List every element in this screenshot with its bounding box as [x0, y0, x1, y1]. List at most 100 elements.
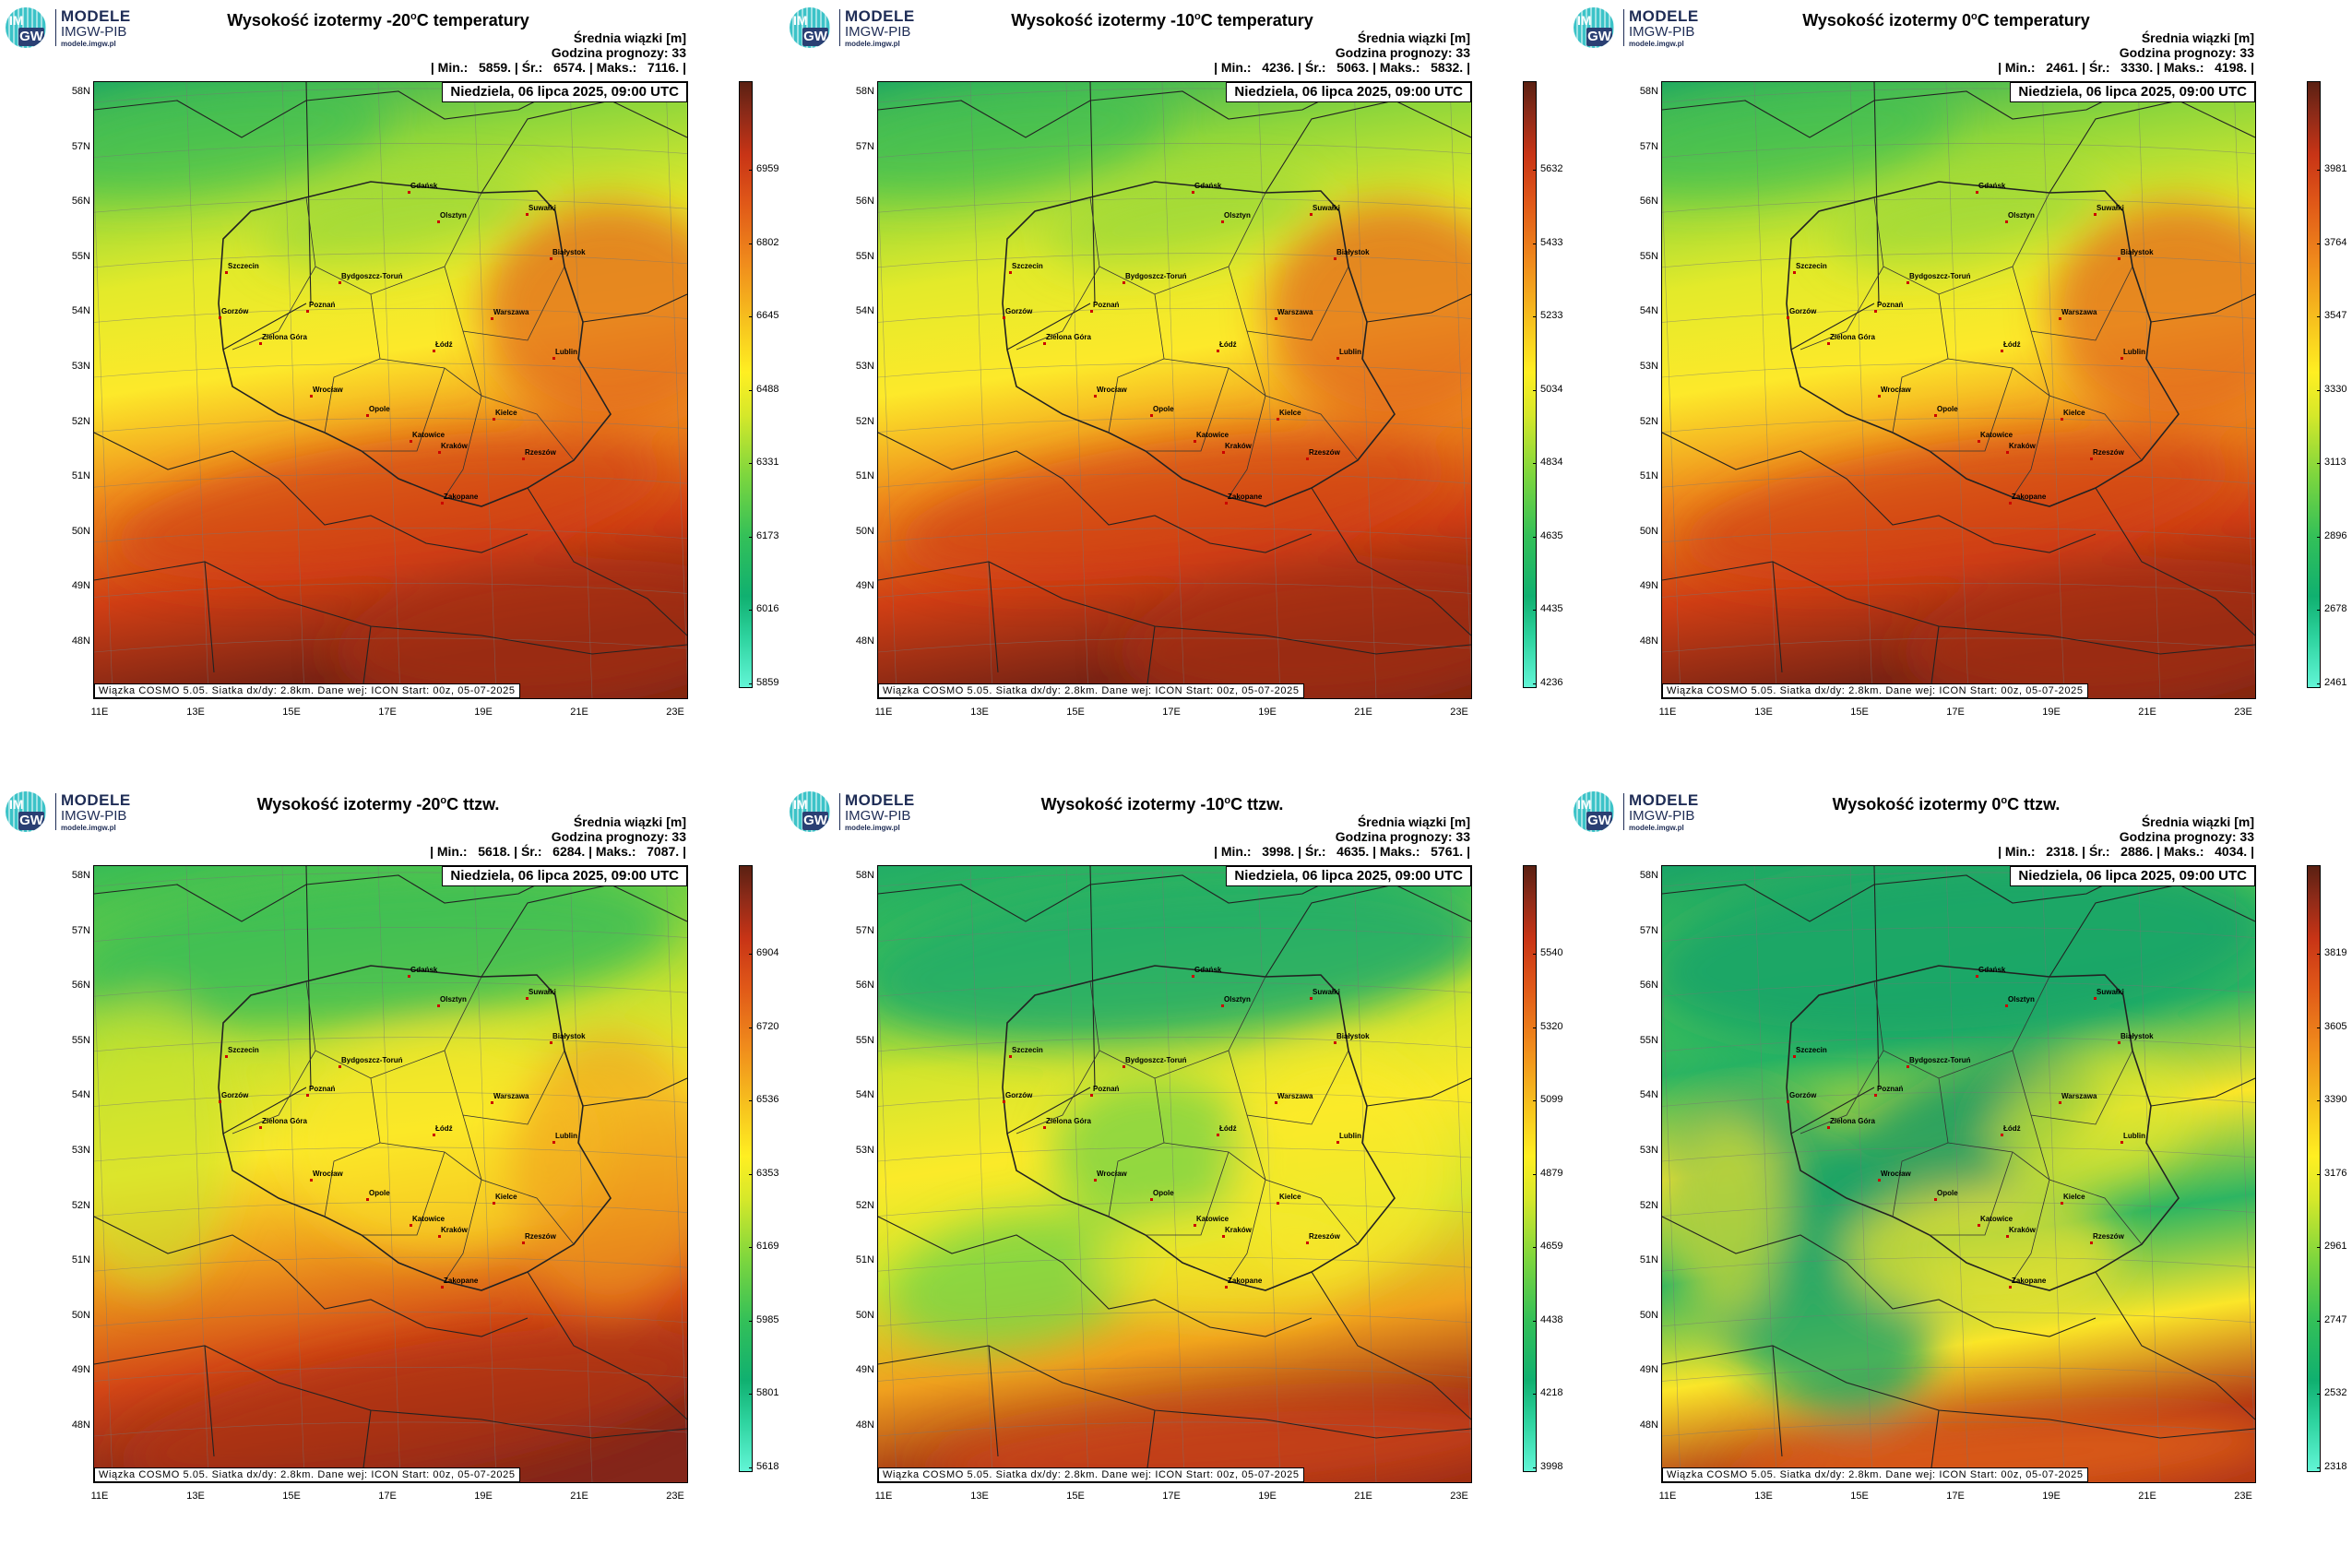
- city-marker: [1310, 213, 1313, 216]
- city-label: Zielona Góra: [1827, 1117, 1875, 1129]
- longitude-line: [878, 176, 897, 698]
- voivodeship-border: [232, 266, 316, 350]
- city-name: Łódź: [2003, 340, 2021, 349]
- imgw-logo: IM GW MODELE IMGW-PIB modele.imgw.pl: [788, 7, 935, 50]
- longitude-line: [2137, 82, 2161, 698]
- city-marker: [306, 1094, 309, 1097]
- city-marker: [408, 191, 410, 194]
- city-label: Zakopane: [1225, 1277, 1262, 1289]
- city-marker: [219, 316, 221, 319]
- poland-border: [1786, 181, 2180, 507]
- longitude-line: [665, 82, 687, 681]
- city-name: Zakopane: [2012, 1277, 2047, 1285]
- voivodeship-border: [462, 330, 575, 461]
- city-label: Rzeszów: [1306, 1232, 1340, 1244]
- city-marker: [1217, 350, 1219, 352]
- city-marker: [438, 451, 441, 454]
- latitude-label: 49N: [1639, 1364, 1658, 1376]
- city-label: Gorzów: [219, 307, 248, 319]
- latitude-label: 57N: [855, 924, 874, 936]
- voivodeship-border: [2030, 1114, 2143, 1245]
- latitude-line: [94, 143, 687, 158]
- city-marker: [2001, 1134, 2003, 1136]
- city-name: Katowice: [1980, 1215, 2013, 1223]
- longitude-label: 13E: [1754, 1491, 1773, 1502]
- city-label: Bydgoszcz-Toruń: [1123, 1056, 1187, 1068]
- latitude-label: 49N: [71, 580, 90, 592]
- city-marker: [1003, 316, 1005, 319]
- city-marker: [366, 1198, 369, 1201]
- field-blob: [116, 1327, 687, 1482]
- logo-emblem: IM GW: [6, 7, 46, 48]
- city-name: Zakopane: [2012, 493, 2047, 501]
- longitude-line: [1849, 866, 1873, 1482]
- longitude-label: 21E: [1354, 707, 1372, 718]
- voivodeship-border: [1146, 367, 1229, 452]
- city-label: Kraków: [1222, 1226, 1252, 1238]
- city-name: Poznań: [309, 301, 336, 309]
- degree-sup: o: [440, 795, 447, 806]
- city-label: Łódź: [1217, 1124, 1237, 1136]
- city-label: Poznań: [1874, 301, 1903, 313]
- min-mean-max: | Min.: 4236. | Śr.: 5063. | Maks.: 5832…: [1214, 60, 1470, 75]
- city-name: Lublin: [1339, 348, 1361, 356]
- longitude-label: 23E: [2234, 1491, 2252, 1502]
- city-marker: [225, 271, 228, 274]
- logo-gw-text: GW: [18, 812, 44, 830]
- voivodeship-border: [1228, 1050, 1349, 1125]
- city-label: Olsztyn: [2005, 995, 2035, 1007]
- latitude-label: 58N: [71, 86, 90, 97]
- city-label: Białystok: [1334, 248, 1370, 260]
- country-border: [481, 100, 687, 194]
- degree-sup: o: [410, 11, 417, 22]
- colorbar-tick: 4438: [1532, 1313, 1563, 1325]
- city-label: Poznań: [1874, 1085, 1903, 1097]
- voivodeship-border: [1228, 395, 1266, 498]
- city-marker: [1787, 316, 1789, 319]
- longitude-line: [1662, 960, 1681, 1482]
- city-name: Wrocław: [1097, 1170, 1127, 1178]
- city-label: Kielce: [2061, 409, 2085, 421]
- city-marker: [259, 342, 262, 345]
- city-marker: [1123, 1065, 1125, 1068]
- city-label: Gorzów: [1003, 1091, 1032, 1103]
- city-name: Kraków: [441, 442, 468, 450]
- latitude-label: 53N: [71, 1145, 90, 1156]
- city-name: Białystok: [552, 248, 586, 256]
- colorbar-tick: 4635: [1532, 529, 1563, 541]
- longitude-label: 15E: [282, 707, 301, 718]
- city-label: Wrocław: [1878, 386, 1911, 398]
- field-blob: [1053, 1078, 1256, 1226]
- voivodeship-border: [1016, 1050, 1100, 1134]
- city-marker: [493, 418, 495, 421]
- city-name: Bydgoszcz-Toruń: [1909, 272, 1971, 280]
- valid-date: Niedziela, 06 lipca 2025, 09:00 UTC: [1226, 866, 1471, 886]
- city-marker: [437, 1004, 440, 1007]
- field-blob: [1682, 432, 2232, 581]
- country-border: [1662, 866, 2143, 922]
- city-name: Poznań: [1093, 301, 1120, 309]
- city-label: Szczecin: [1793, 1046, 1827, 1058]
- city-name: Katowice: [412, 1215, 445, 1223]
- country-border: [2150, 293, 2255, 323]
- voivodeship-border: [1800, 1050, 1884, 1134]
- city-name: Łódź: [435, 340, 453, 349]
- city-name: Warszawa: [493, 1092, 529, 1100]
- longitude-label: 15E: [1850, 1491, 1869, 1502]
- longitude-label: 19E: [474, 707, 493, 718]
- city-name: Warszawa: [2061, 308, 2097, 316]
- logo-im-text: IM: [1577, 13, 1592, 28]
- longitude-line: [185, 82, 209, 698]
- city-label: Poznań: [306, 1085, 335, 1097]
- longitude-label: 11E: [90, 707, 109, 718]
- city-marker: [493, 1202, 495, 1205]
- colorbar-tick: 5985: [748, 1313, 779, 1325]
- colorbar: [1523, 81, 1537, 688]
- city-name: Olsztyn: [440, 995, 467, 1004]
- logo-subtitle: IMGW-PIB: [61, 808, 127, 824]
- city-name: Suwałki: [2097, 988, 2124, 996]
- city-label: Katowice: [410, 1215, 445, 1227]
- city-label: Bydgoszcz-Toruń: [1907, 1056, 1971, 1068]
- city-name: Lublin: [2123, 1132, 2145, 1140]
- field-map: [94, 866, 687, 1482]
